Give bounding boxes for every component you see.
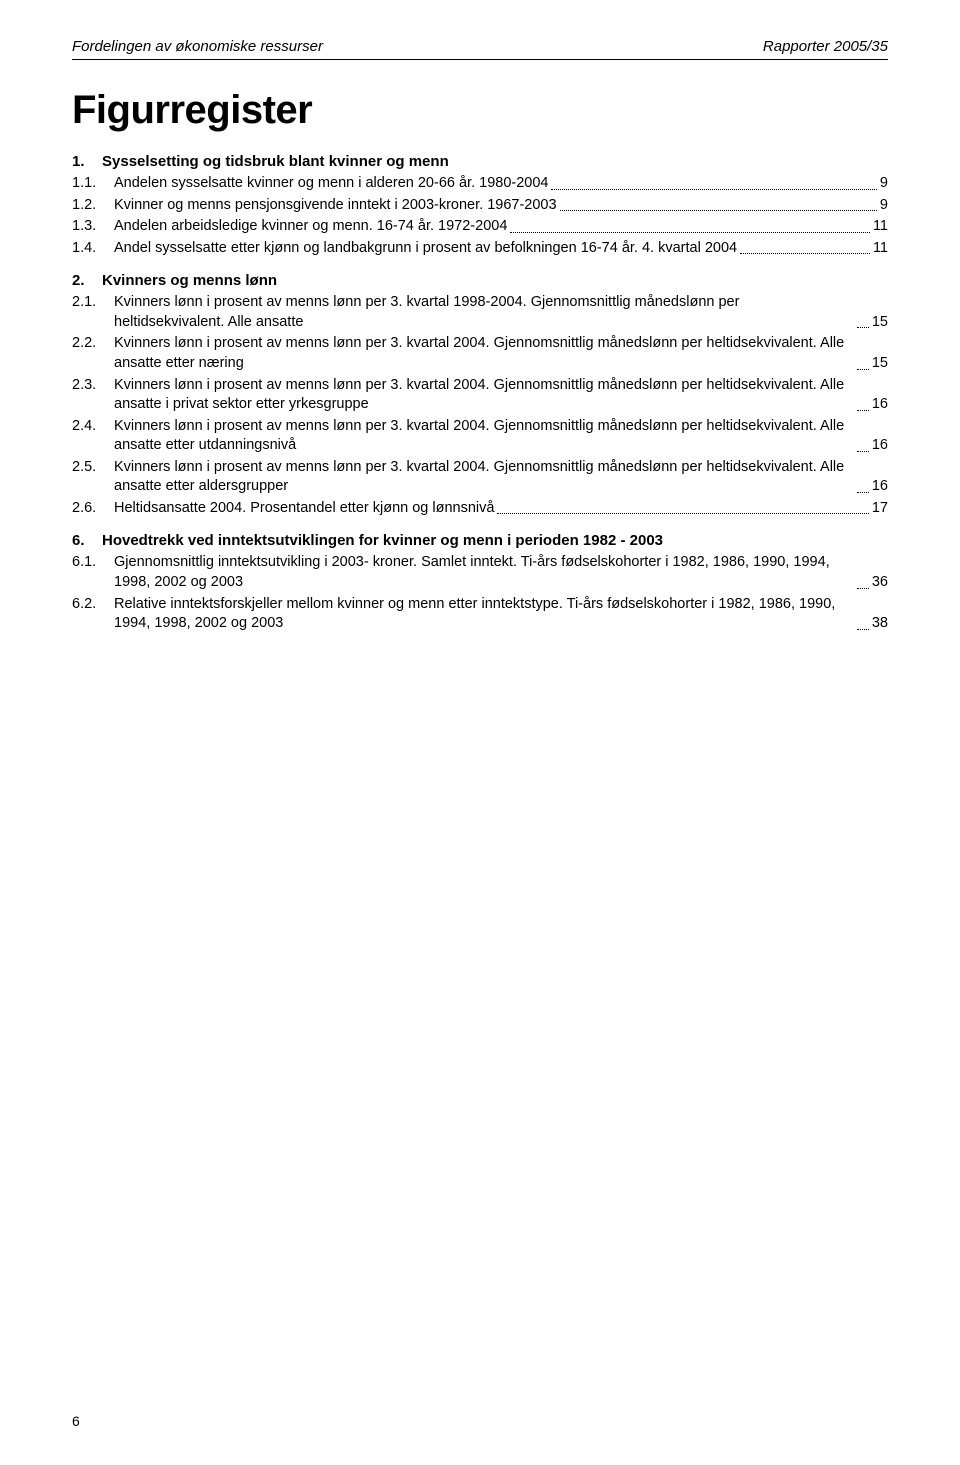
toc-entry: 1.3.Andelen arbeidsledige kvinner og men… — [72, 217, 888, 237]
toc-entry-text: Gjennomsnittlig inntektsutvikling i 2003… — [114, 553, 854, 592]
toc-section-number: 6. — [72, 532, 102, 549]
toc-section-title: Kvinners og menns lønn — [102, 272, 277, 289]
toc-entry-body: Kvinner og menns pensjonsgivende inntekt… — [114, 196, 888, 216]
toc-section-number: 1. — [72, 153, 102, 170]
toc-entry-body: Kvinners lønn i prosent av menns lønn pe… — [114, 293, 888, 332]
toc-entry-text: Kvinners lønn i prosent av menns lønn pe… — [114, 376, 854, 415]
toc-leader-dots — [497, 503, 868, 515]
toc-leader-dots — [857, 481, 869, 493]
page-title: Figurregister — [72, 88, 888, 133]
toc-section-number: 2. — [72, 272, 102, 289]
toc-entry-text: Kvinners lønn i prosent av menns lønn pe… — [114, 417, 854, 456]
toc-entry-body: Andelen sysselsatte kvinner og menn i al… — [114, 174, 888, 194]
toc-section-heading: 2.Kvinners og menns lønn — [72, 272, 888, 289]
toc-entry-number: 2.5. — [72, 458, 114, 497]
toc-entry-number: 2.1. — [72, 293, 114, 332]
toc-entry-body: Gjennomsnittlig inntektsutvikling i 2003… — [114, 553, 888, 592]
toc-entry: 1.4.Andel sysselsatte etter kjønn og lan… — [72, 239, 888, 259]
toc-entry-number: 1.1. — [72, 174, 114, 194]
running-head-left: Fordelingen av økonomiske ressurser — [72, 38, 323, 55]
toc-entry-page: 16 — [872, 395, 888, 415]
toc-entry-body: Andel sysselsatte etter kjønn og landbak… — [114, 239, 888, 259]
toc-entry: 2.5.Kvinners lønn i prosent av menns løn… — [72, 458, 888, 497]
toc-entry: 1.1.Andelen sysselsatte kvinner og menn … — [72, 174, 888, 194]
toc-entry-text: Kvinners lønn i prosent av menns lønn pe… — [114, 458, 854, 497]
toc-entry-body: Heltidsansatte 2004. Prosentandel etter … — [114, 499, 888, 519]
toc-leader-dots — [857, 317, 869, 329]
toc-entry-text: Kvinner og menns pensjonsgivende inntekt… — [114, 196, 557, 216]
toc-entry-text: Andelen arbeidsledige kvinner og menn. 1… — [114, 217, 507, 237]
toc-entry-page: 11 — [873, 217, 888, 237]
toc-section-title: Hovedtrekk ved inntektsutviklingen for k… — [102, 532, 663, 549]
toc-entry-page: 16 — [872, 477, 888, 497]
toc-entry-text: Relative inntektsforskjeller mellom kvin… — [114, 595, 854, 634]
toc-entry-text: Kvinners lønn i prosent av menns lønn pe… — [114, 293, 854, 332]
toc-entry: 2.6.Heltidsansatte 2004. Prosentandel et… — [72, 499, 888, 519]
toc-leader-dots — [560, 200, 877, 212]
page-number: 6 — [72, 1413, 80, 1429]
toc-entry-number: 1.3. — [72, 217, 114, 237]
toc-entry-text: Heltidsansatte 2004. Prosentandel etter … — [114, 499, 494, 519]
toc-leader-dots — [857, 618, 869, 630]
toc-entry-number: 6.2. — [72, 595, 114, 634]
running-head-right: Rapporter 2005/35 — [763, 38, 888, 55]
toc-entry: 6.2.Relative inntektsforskjeller mellom … — [72, 595, 888, 634]
toc-leader-dots — [551, 178, 876, 190]
header-rule — [72, 59, 888, 60]
toc-leader-dots — [857, 577, 869, 589]
toc-section-title: Sysselsetting og tidsbruk blant kvinner … — [102, 153, 449, 170]
toc-entry-text: Andelen sysselsatte kvinner og menn i al… — [114, 174, 548, 194]
toc-entry: 2.2.Kvinners lønn i prosent av menns løn… — [72, 334, 888, 373]
toc-entry-number: 2.3. — [72, 376, 114, 415]
toc-entry-page: 9 — [880, 196, 888, 216]
toc-leader-dots — [510, 221, 870, 233]
toc-entry-body: Kvinners lønn i prosent av menns lønn pe… — [114, 458, 888, 497]
toc-entry-page: 36 — [872, 573, 888, 593]
toc-entry-number: 1.4. — [72, 239, 114, 259]
running-head: Fordelingen av økonomiske ressurser Rapp… — [72, 38, 888, 55]
toc-entry-body: Kvinners lønn i prosent av menns lønn pe… — [114, 417, 888, 456]
toc-entry-body: Kvinners lønn i prosent av menns lønn pe… — [114, 334, 888, 373]
toc-entry-number: 2.2. — [72, 334, 114, 373]
toc-entry-page: 15 — [872, 313, 888, 333]
toc-section-heading: 1.Sysselsetting og tidsbruk blant kvinne… — [72, 153, 888, 170]
document-page: Fordelingen av økonomiske ressurser Rapp… — [0, 0, 960, 1465]
toc-entry: 2.4.Kvinners lønn i prosent av menns løn… — [72, 417, 888, 456]
toc-entry: 6.1.Gjennomsnittlig inntektsutvikling i … — [72, 553, 888, 592]
toc-leader-dots — [740, 243, 870, 255]
toc-section-heading: 6.Hovedtrekk ved inntektsutviklingen for… — [72, 532, 888, 549]
toc-entry: 1.2.Kvinner og menns pensjonsgivende inn… — [72, 196, 888, 216]
toc-entry-body: Andelen arbeidsledige kvinner og menn. 1… — [114, 217, 888, 237]
toc-leader-dots — [857, 358, 869, 370]
toc: 1.Sysselsetting og tidsbruk blant kvinne… — [72, 153, 888, 634]
toc-entry-page: 11 — [873, 239, 888, 259]
toc-entry-page: 15 — [872, 354, 888, 374]
toc-entry: 2.1.Kvinners lønn i prosent av menns løn… — [72, 293, 888, 332]
toc-entry-number: 6.1. — [72, 553, 114, 592]
toc-entry-number: 2.6. — [72, 499, 114, 519]
toc-entry-page: 38 — [872, 614, 888, 634]
toc-entry-number: 2.4. — [72, 417, 114, 456]
toc-entry-page: 16 — [872, 436, 888, 456]
toc-entry-page: 9 — [880, 174, 888, 194]
toc-entry-body: Kvinners lønn i prosent av menns lønn pe… — [114, 376, 888, 415]
toc-entry-body: Relative inntektsforskjeller mellom kvin… — [114, 595, 888, 634]
toc-entry-text: Kvinners lønn i prosent av menns lønn pe… — [114, 334, 854, 373]
toc-leader-dots — [857, 399, 869, 411]
toc-entry-page: 17 — [872, 499, 888, 519]
toc-entry-text: Andel sysselsatte etter kjønn og landbak… — [114, 239, 737, 259]
toc-entry: 2.3.Kvinners lønn i prosent av menns løn… — [72, 376, 888, 415]
toc-entry-number: 1.2. — [72, 196, 114, 216]
toc-leader-dots — [857, 440, 869, 452]
